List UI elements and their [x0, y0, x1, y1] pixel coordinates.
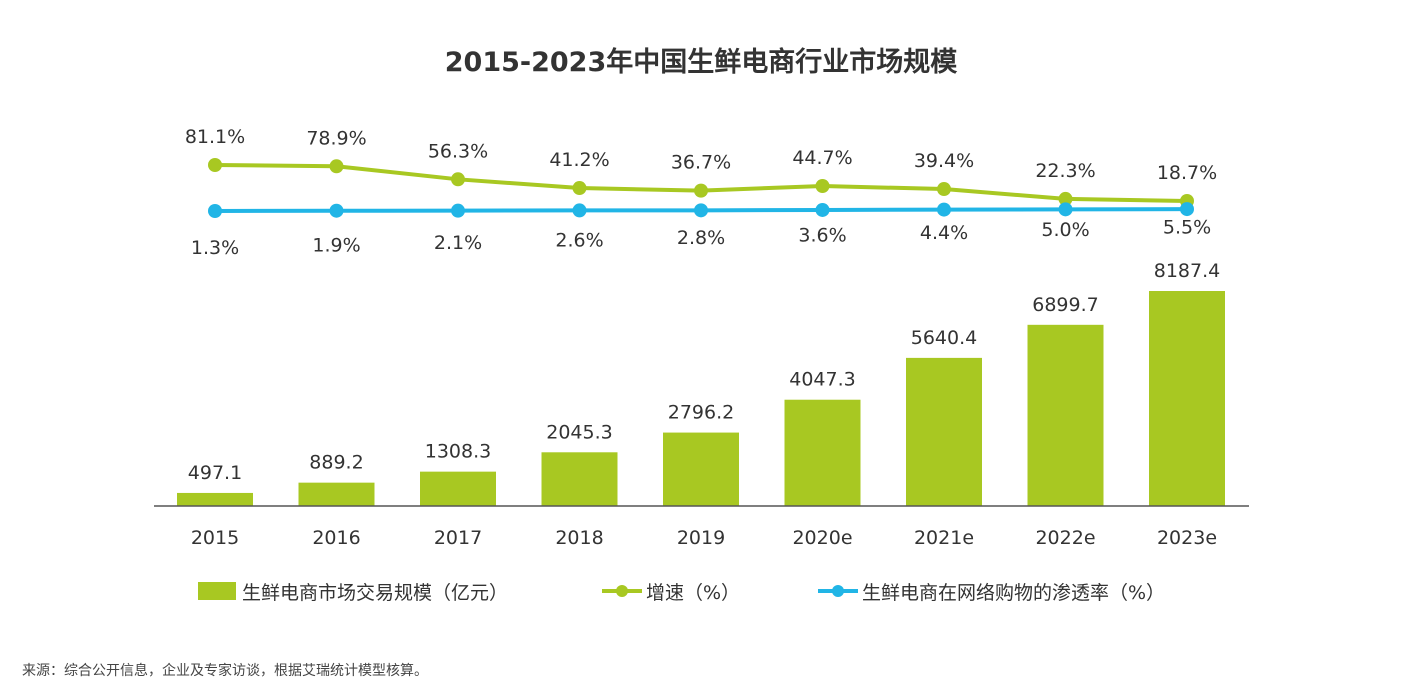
bar-value-label-2017: 1308.3 [425, 441, 491, 463]
penetration-point-2019 [694, 203, 708, 218]
bar-2018 [541, 452, 618, 506]
growth-value-label-2017: 56.3% [428, 140, 488, 162]
x-tick-label-2023e: 2023e [1157, 527, 1217, 549]
x-tick-label-2016: 2016 [312, 527, 360, 549]
penetration-value-label-2015: 1.3% [191, 237, 239, 259]
penetration-value-label-2023e: 5.5% [1163, 217, 1211, 239]
legend-bar-swatch [198, 582, 236, 600]
x-tick-label-2021e: 2021e [914, 527, 974, 549]
growth-value-label-2021e: 39.4% [914, 150, 974, 172]
growth-value-label-2022e: 22.3% [1035, 160, 1095, 182]
growth-value-label-2015: 81.1% [185, 126, 245, 148]
bar-value-label-2022e: 6899.7 [1032, 294, 1098, 316]
penetration-value-label-2019: 2.8% [677, 227, 725, 249]
bar-2016 [298, 482, 375, 506]
penetration-value-label-2022e: 5.0% [1041, 219, 1089, 241]
bar-2021e [906, 357, 982, 506]
legend-blue-line-marker [818, 582, 858, 600]
legend: 生鲜电商市场交易规模（亿元） 增速（%） 生鲜电商在网络购物的渗透率（%） [0, 576, 1402, 606]
growth-point-2022e [1058, 191, 1073, 206]
penetration-point-2017 [451, 203, 465, 218]
x-tick-label-2017: 2017 [434, 527, 482, 549]
legend-label-penetration: 生鲜电商在网络购物的渗透率（%） [862, 581, 1166, 604]
bar-value-label-2019: 2796.2 [668, 402, 734, 424]
bar-2023e [1149, 291, 1225, 506]
growth-point-2018 [572, 181, 587, 196]
bar-2019 [663, 432, 739, 506]
growth-point-2021e [937, 182, 951, 197]
penetration-point-2015 [208, 204, 222, 218]
bar-value-label-2015: 497.1 [188, 462, 242, 484]
growth-value-label-2016: 78.9% [306, 127, 366, 149]
penetration-value-label-2018: 2.6% [555, 230, 603, 252]
growth-point-2015 [208, 158, 222, 172]
bar-value-label-2023e: 8187.4 [1154, 260, 1220, 282]
legend-green-line-marker [602, 582, 642, 600]
legend-label-growth: 增速（%） [646, 581, 741, 604]
x-tick-label-2015: 2015 [191, 527, 239, 549]
penetration-point-2018 [572, 203, 587, 218]
growth-point-2020e [815, 179, 830, 193]
growth-point-2016 [329, 159, 344, 174]
x-tick-label-2020e: 2020e [792, 527, 852, 549]
x-tick-label-2022e: 2022e [1035, 527, 1095, 549]
penetration-point-2023e [1180, 202, 1194, 217]
penetration-point-2016 [329, 203, 344, 218]
growth-value-label-2019: 36.7% [671, 152, 731, 174]
bar-value-label-2021e: 5640.4 [911, 327, 977, 349]
bar-value-label-2016: 889.2 [309, 452, 363, 474]
bar-2020e [784, 399, 861, 506]
growth-point-2019 [694, 183, 708, 198]
growth-value-label-2018: 41.2% [549, 149, 609, 171]
x-tick-label-2018: 2018 [555, 527, 603, 549]
penetration-point-2022e [1058, 202, 1073, 217]
bar-2015 [177, 492, 253, 506]
growth-value-label-2020e: 44.7% [792, 147, 852, 169]
penetration-value-label-2017: 2.1% [434, 232, 482, 254]
penetration-point-2021e [937, 202, 951, 217]
source-note: 来源：综合公开信息，企业及专家访谈，根据艾瑞统计模型核算。 [22, 663, 428, 679]
penetration-value-label-2016: 1.9% [312, 234, 360, 256]
legend-label-market-size: 生鲜电商市场交易规模（亿元） [242, 581, 509, 604]
growth-point-2017 [451, 172, 465, 187]
x-tick-label-2019: 2019 [677, 527, 725, 549]
legend-item-growth: 增速（%） [602, 576, 740, 606]
penetration-value-label-2021e: 4.4% [920, 222, 968, 244]
penetration-value-label-2020e: 3.6% [798, 224, 846, 246]
bar-value-label-2018: 2045.3 [546, 421, 612, 443]
legend-item-market-size: 生鲜电商市场交易规模（亿元） [198, 576, 508, 606]
bar-value-label-2020e: 4047.3 [789, 369, 855, 391]
penetration-point-2020e [815, 202, 830, 217]
growth-value-label-2023e: 18.7% [1157, 162, 1217, 184]
bar-2022e [1027, 324, 1104, 506]
legend-item-penetration: 生鲜电商在网络购物的渗透率（%） [818, 576, 1165, 606]
chart-title: 2015-2023年中国生鲜电商行业市场规模 [444, 47, 958, 78]
bar-2017 [420, 471, 496, 506]
